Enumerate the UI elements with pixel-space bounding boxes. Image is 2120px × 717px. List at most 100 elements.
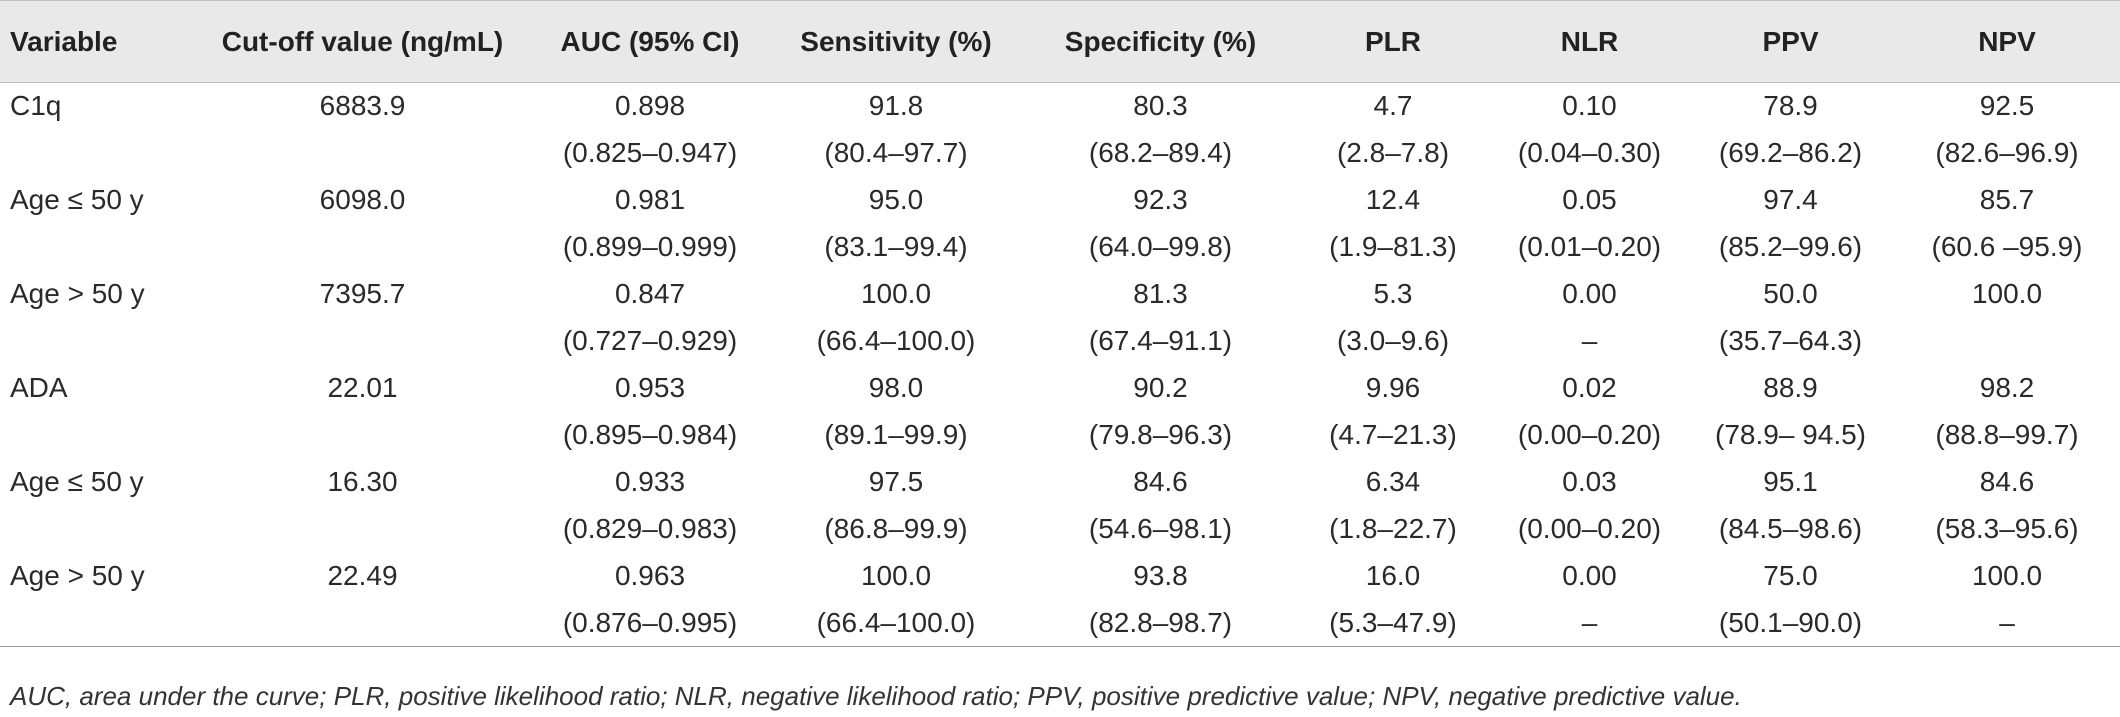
header-auc: AUC (95% CI) [535,0,765,83]
cell-sensitivity: 95.0 [868,184,924,215]
cell-specificity-ci: (64.0–99.8) [1088,231,1233,262]
cell-specificity-ci: (79.8–96.3) [1088,419,1233,450]
cell-specificity-ci: (68.2–89.4) [1088,137,1233,168]
cell-nlr: 0.00 [1562,560,1617,591]
cell-nlr: 0.10 [1562,90,1617,122]
cell-sensitivity-ci: (83.1–99.4) [824,231,968,262]
cell-ppv-ci: (78.9– 94.5) [1715,419,1866,450]
cell-variable-ci [0,506,190,553]
cell-npv: 100.0 [1971,278,2043,309]
cell-variable: Age > 50 y [10,560,145,591]
cell-cutoff: 6098.0 [319,184,406,215]
header-cutoff: Cut-off value (ng/mL) [190,0,535,83]
cell-npv-ci: (58.3–95.6) [1935,513,2079,544]
cell-auc-ci: (0.876–0.995) [535,599,765,647]
cell-plr-ci: (3.0–9.6) [1336,325,1450,356]
cell-sensitivity-ci: (80.4–97.7) [824,137,968,168]
cell-specificity: 90.2 [1133,372,1188,403]
cell-auc-ci: (0.899–0.999) [562,231,738,262]
table-row-ci: (0.825–0.947) (80.4–97.7) (68.2–89.4) (2… [0,130,2120,177]
cell-npv: 98.2 [1979,372,2035,403]
cell-specificity-ci: (54.6–98.1) [1088,513,1233,544]
cell-plr-ci: (1.8–22.7) [1329,513,1457,544]
cell-plr-ci: (5.3–47.9) [1294,599,1492,647]
cell-cutoff: 6883.9 [319,90,406,122]
cell-nlr-ci: – [1492,599,1687,647]
cell-sensitivity-ci: (66.4–100.0) [816,325,976,356]
cell-nlr-ci: (0.00–0.20) [1517,419,1662,450]
table-row-ci: (0.895–0.984) (89.1–99.9) (79.8–96.3) (4… [0,412,2120,459]
cell-cutoff: 22.01 [327,372,398,403]
cell-auc: 0.933 [614,466,686,497]
table-row: C1q 6883.9 0.898 91.8 80.3 4.7 0.10 78.9… [0,83,2120,130]
cell-plr: 4.7 [1373,90,1413,122]
cell-nlr-ci: (0.04–0.30) [1517,137,1662,168]
cell-cutoff-ci [190,599,535,647]
cell-ppv: 88.9 [1763,372,1818,403]
cell-cutoff-ci [190,412,535,459]
cell-cutoff-ci [190,130,535,177]
cell-ppv-ci: (84.5–98.6) [1718,513,1863,544]
cell-npv: 100.0 [1971,560,2043,591]
cell-plr: 5.3 [1373,278,1413,309]
cell-auc: 0.953 [614,372,686,403]
cell-specificity-ci: (82.8–98.7) [1027,599,1294,647]
cell-npv-ci: – [1894,599,2120,647]
cell-cutoff-ci [190,224,535,271]
cell-cutoff: 22.49 [327,560,398,591]
cell-npv-ci: (88.8–99.7) [1935,419,2079,450]
cell-plr-ci: (1.9–81.3) [1329,231,1457,262]
cell-sensitivity-ci: (66.4–100.0) [765,599,1027,647]
cell-sensitivity: 100.0 [860,278,932,309]
cell-auc: 0.981 [614,184,686,215]
table-row-ci: (0.899–0.999) (83.1–99.4) (64.0–99.8) (1… [0,224,2120,271]
cell-ppv: 75.0 [1763,560,1818,591]
cell-nlr: 0.05 [1562,184,1617,215]
cell-variable-ci [0,599,190,647]
cell-nlr: 0.03 [1562,466,1617,497]
cell-specificity: 93.8 [1133,560,1188,591]
table-row: ADA 22.01 0.953 98.0 90.2 9.96 0.02 88.9… [0,365,2120,412]
cell-specificity: 92.3 [1133,184,1188,215]
cell-variable: C1q [10,90,62,122]
header-variable: Variable [0,0,190,83]
table-row: Age ≤ 50 y 6098.0 0.981 95.0 92.3 12.4 0… [0,177,2120,224]
cell-nlr-ci: (0.01–0.20) [1517,231,1662,262]
cell-specificity: 81.3 [1133,278,1188,309]
cell-auc: 0.963 [614,560,686,591]
cell-auc: 0.847 [614,278,686,309]
cell-sensitivity: 98.0 [868,372,924,403]
cell-npv: 92.5 [1979,90,2035,122]
cell-ppv-ci: (35.7–64.3) [1718,325,1863,356]
table-row: Age > 50 y 22.49 0.963 100.0 93.8 16.0 0… [0,553,2120,600]
cell-plr: 12.4 [1365,184,1421,215]
cell-npv: 85.7 [1979,184,2035,215]
cell-sensitivity: 100.0 [860,560,932,591]
table-row-ci: (0.829–0.983) (86.8–99.9) (54.6–98.1) (1… [0,506,2120,553]
cell-variable: ADA [10,372,68,403]
cell-ppv-ci: (69.2–86.2) [1718,137,1863,168]
cell-ppv: 50.0 [1763,278,1818,309]
cell-variable: Age ≤ 50 y [10,466,144,497]
cell-sensitivity: 91.8 [868,90,924,122]
cell-nlr: 0.02 [1562,372,1617,403]
cell-plr-ci: (2.8–7.8) [1336,137,1450,168]
cell-variable-ci [0,412,190,459]
cell-ppv: 95.1 [1763,466,1818,497]
cell-npv: 84.6 [1979,466,2035,497]
cell-sensitivity-ci: (86.8–99.9) [824,513,968,544]
cell-cutoff-ci [190,318,535,365]
cell-npv-ci [1894,318,2120,365]
cell-nlr-ci: (0.00–0.20) [1517,513,1662,544]
header-plr: PLR [1294,0,1492,83]
cell-sensitivity-ci: (89.1–99.9) [824,419,968,450]
cell-nlr: 0.00 [1562,278,1617,309]
cell-cutoff-ci [190,506,535,553]
table-row: Age > 50 y 7395.7 0.847 100.0 81.3 5.3 0… [0,271,2120,318]
cell-ppv: 97.4 [1763,184,1818,215]
cell-plr: 16.0 [1365,560,1421,591]
cell-plr: 6.34 [1365,466,1421,497]
cell-nlr-ci: – [1581,325,1598,356]
cell-ppv: 78.9 [1763,90,1818,122]
